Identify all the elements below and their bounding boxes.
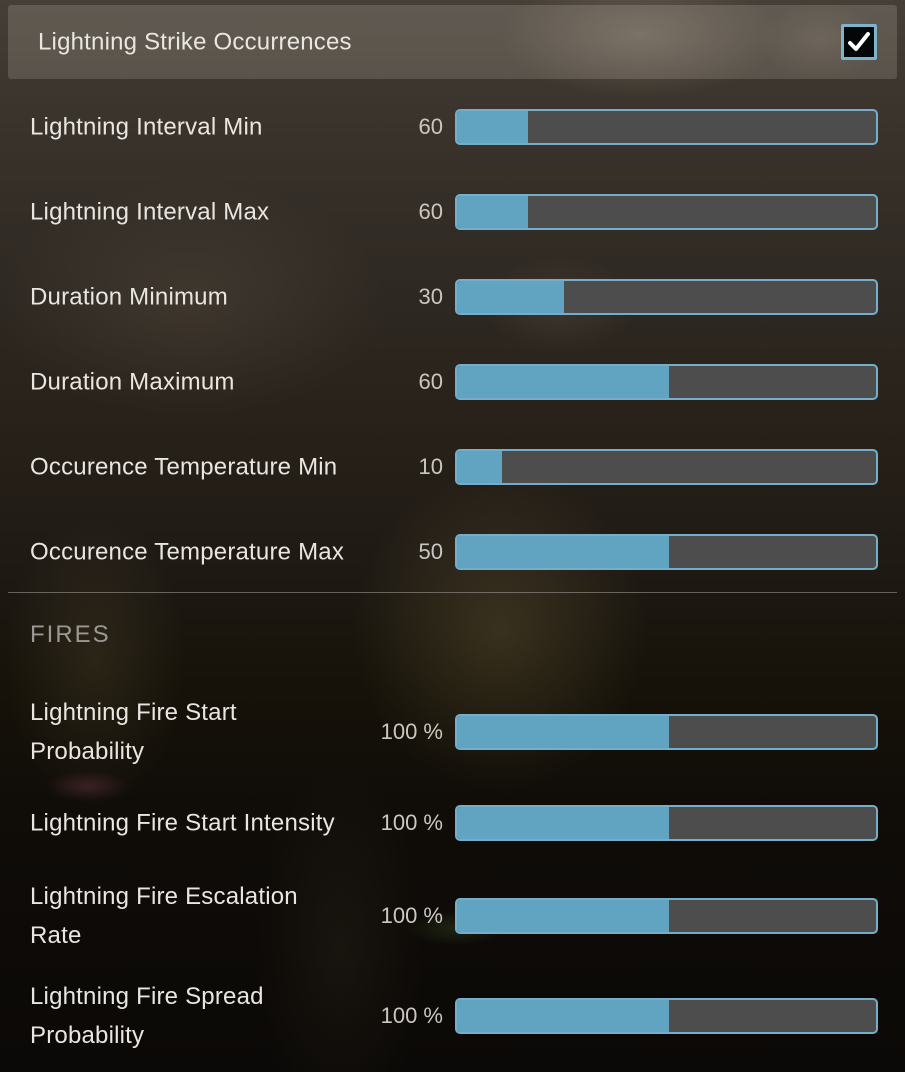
slider-duration-maximum[interactable] xyxy=(455,363,878,400)
slider-value: 10 xyxy=(418,453,443,479)
slider-value: 100 % xyxy=(380,902,443,928)
slider-lightning-fire-escalation-rate[interactable] xyxy=(455,897,878,934)
lightning-strike-occurrences-checkbox[interactable] xyxy=(841,24,877,60)
slider-fill xyxy=(457,715,669,748)
setting-row-lightning-strike-occurrences[interactable]: Lightning Strike Occurrences xyxy=(8,5,897,79)
slider-fill xyxy=(457,110,529,143)
slider-fill xyxy=(457,899,669,932)
setting-label: Lightning Interval Min xyxy=(30,113,263,140)
setting-row-lightning-interval-max: Lightning Interval Max 60 xyxy=(0,169,905,254)
slider-lightning-interval-min[interactable] xyxy=(455,108,878,145)
slider-value: 60 xyxy=(418,113,443,139)
slider-fill xyxy=(457,450,502,483)
setting-label: Occurence Temperature Min xyxy=(30,453,338,480)
slider-fill xyxy=(457,280,564,313)
slider-value: 30 xyxy=(418,283,443,309)
slider-value: 50 xyxy=(418,538,443,564)
section-header-fires: FIRES xyxy=(30,621,111,648)
setting-label: Occurence Temperature Max xyxy=(30,538,345,565)
slider-fill xyxy=(457,195,529,228)
setting-row-lightning-fire-escalation-rate: Lightning Fire Escalation Rate 100 % xyxy=(0,868,905,963)
lightning-strike-occurrences-label: Lightning Strike Occurrences xyxy=(38,28,352,56)
slider-value: 60 xyxy=(418,368,443,394)
setting-row-lightning-fire-start-intensity: Lightning Fire Start Intensity 100 % xyxy=(0,780,905,866)
setting-label: Duration Maximum xyxy=(30,368,235,395)
slider-lightning-interval-max[interactable] xyxy=(455,193,878,230)
slider-value: 60 xyxy=(418,198,443,224)
setting-label: Lightning Fire Start Probability xyxy=(30,698,237,765)
setting-row-duration-minimum: Duration Minimum 30 xyxy=(0,254,905,339)
slider-fill xyxy=(457,999,669,1032)
setting-row-lightning-fire-start-probability: Lightning Fire Start Probability 100 % xyxy=(0,684,905,779)
slider-duration-minimum[interactable] xyxy=(455,278,878,315)
setting-row-occurence-temperature-min: Occurence Temperature Min 10 xyxy=(0,424,905,509)
section-divider xyxy=(8,592,897,593)
slider-value: 100 % xyxy=(380,718,443,744)
slider-fill xyxy=(457,807,669,839)
slider-value: 100 % xyxy=(380,810,443,835)
setting-row-duration-maximum: Duration Maximum 60 xyxy=(0,339,905,424)
slider-lightning-fire-start-probability[interactable] xyxy=(455,713,878,750)
slider-fill xyxy=(457,365,669,398)
checkmark-icon xyxy=(848,32,870,51)
setting-label: Duration Minimum xyxy=(30,283,228,310)
setting-label: Lightning Interval Max xyxy=(30,198,270,225)
setting-label: Lightning Fire Start Intensity xyxy=(30,809,335,837)
slider-lightning-fire-start-intensity[interactable] xyxy=(455,805,878,841)
slider-occurence-temperature-min[interactable] xyxy=(455,448,878,485)
setting-row-lightning-fire-spread-probability: Lightning Fire Spread Probability 100 % xyxy=(0,968,905,1063)
setting-label: Lightning Fire Escalation Rate xyxy=(30,882,298,949)
slider-occurence-temperature-max[interactable] xyxy=(455,533,878,570)
setting-row-occurence-temperature-max: Occurence Temperature Max 50 xyxy=(0,509,905,594)
slider-value: 100 % xyxy=(380,1002,443,1028)
setting-label: Lightning Fire Spread Probability xyxy=(30,982,264,1049)
slider-lightning-fire-spread-probability[interactable] xyxy=(455,997,878,1034)
slider-fill xyxy=(457,535,669,568)
setting-row-lightning-interval-min: Lightning Interval Min 60 xyxy=(0,84,905,169)
